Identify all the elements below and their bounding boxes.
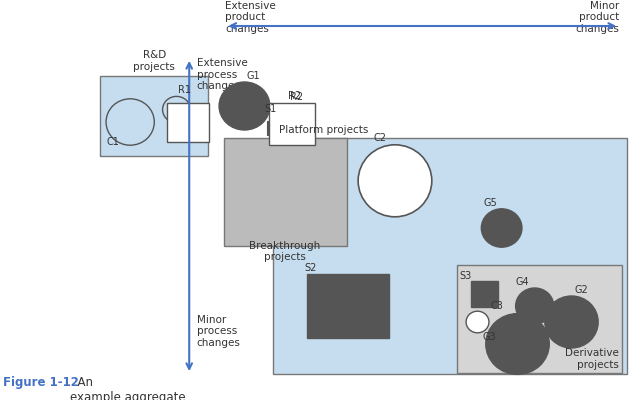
Text: Minor
process
changes: Minor process changes [197,315,241,348]
Text: G2: G2 [575,285,589,295]
Bar [269,103,315,146]
Text: R&D
projects: R&D projects [133,50,175,72]
Text: R2: R2 [288,91,301,101]
Ellipse shape [106,99,154,145]
Text: An
example aggregate
project plan.: An example aggregate project plan. [70,376,185,400]
Bar [471,282,498,306]
Text: G3: G3 [483,332,496,342]
Text: Extensive
product
changes: Extensive product changes [225,1,276,34]
Bar [267,121,281,134]
Text: S1: S1 [264,104,276,114]
Bar [307,274,389,338]
Ellipse shape [358,145,432,217]
Text: Extensive
process
changes: Extensive process changes [197,58,248,91]
Text: S3: S3 [460,271,472,281]
Text: C2: C2 [373,133,386,143]
Bar [273,138,627,374]
Text: Breakthrough
projects: Breakthrough projects [250,241,321,262]
Bar [457,265,622,373]
Ellipse shape [219,82,270,130]
Text: Minor
product
changes: Minor product changes [575,1,619,34]
Ellipse shape [466,311,489,333]
Ellipse shape [545,296,598,348]
Bar [167,103,208,142]
Text: R1: R1 [178,85,190,95]
Text: G1: G1 [246,71,260,81]
Bar [100,76,208,156]
Ellipse shape [163,96,190,123]
Text: C3: C3 [490,301,503,311]
Text: G5: G5 [484,198,498,208]
Text: G4: G4 [516,277,529,287]
Text: R2: R2 [290,92,303,102]
Text: Figure 1-12: Figure 1-12 [3,376,79,389]
Ellipse shape [486,314,549,374]
Bar [224,138,347,246]
Text: S2: S2 [305,263,317,273]
Ellipse shape [516,288,554,324]
Text: Derivative
projects: Derivative projects [565,348,619,370]
Text: Platform projects: Platform projects [279,125,369,135]
Text: C1: C1 [107,137,119,147]
Ellipse shape [481,209,522,247]
